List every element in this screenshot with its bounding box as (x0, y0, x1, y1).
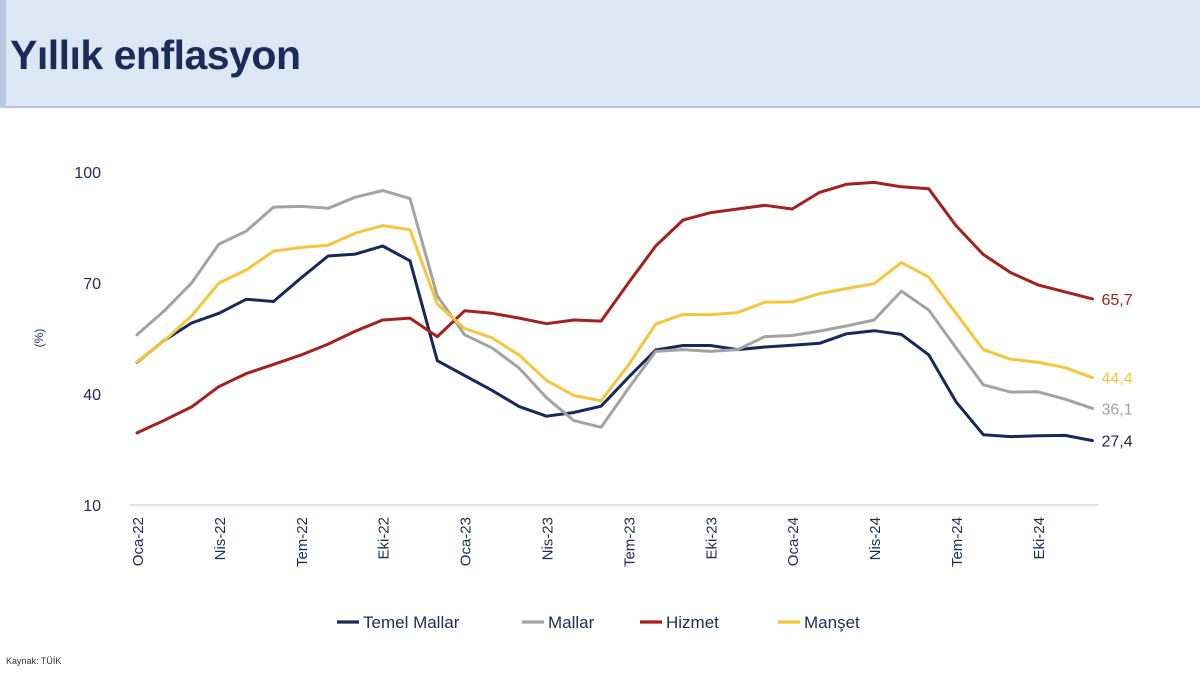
x-tick-label: Eki-23 (703, 517, 720, 560)
axes: 10 40 70 100 (%) Oca-22 Nis-22 Tem-22 Eki-22 Oca-… (32, 165, 1099, 567)
title-bar: Yıllık enflasyon (0, 0, 1200, 108)
end-label-mallar: 36,1 (1102, 401, 1133, 418)
x-tick-label: Oca-24 (785, 517, 802, 566)
series-line-hizmet (135, 180, 1094, 435)
x-tick-label: Tem-24 (949, 517, 966, 567)
series-line-mallar (135, 189, 1094, 429)
series-line-manset (135, 224, 1094, 403)
legend: Temel Mallar Mallar Hizmet Manşet (337, 613, 860, 632)
legend-label-mallar: Mallar (548, 613, 595, 632)
end-label-manset: 44,4 (1102, 371, 1133, 388)
x-tick-label: Eki-24 (1031, 517, 1048, 560)
series-lines (135, 180, 1094, 443)
y-axis-label: (%) (32, 329, 46, 348)
y-tick-label: 70 (83, 276, 101, 293)
source-note: Kaynak: TÜİK (6, 656, 62, 666)
y-tick-label: 100 (74, 165, 101, 182)
x-tick-label: Oca-22 (130, 517, 147, 566)
page-title: Yıllık enflasyon (10, 32, 301, 78)
end-label-temel-mallar: 27,4 (1102, 434, 1133, 451)
x-tick-label: Tem-22 (294, 517, 311, 567)
end-label-hizmet: 65,7 (1102, 292, 1133, 309)
legend-label-manset: Manşet (804, 613, 860, 632)
x-tick-label: Eki-22 (376, 517, 393, 560)
x-tick-label: Nis-23 (540, 517, 557, 560)
y-tick-label: 40 (83, 387, 101, 404)
x-tick-label: Nis-22 (212, 517, 229, 560)
end-labels: 27,4 36,1 65,7 44,4 (1102, 292, 1133, 451)
x-tick-label: Oca-23 (458, 517, 475, 566)
y-tick-label: 10 (83, 498, 101, 515)
series-line-temel-mallar (135, 244, 1094, 443)
x-tick-label: Tem-23 (621, 517, 638, 567)
legend-label-temel-mallar: Temel Mallar (363, 613, 460, 632)
legend-label-hizmet: Hizmet (666, 613, 719, 632)
x-tick-label: Nis-24 (867, 517, 884, 560)
